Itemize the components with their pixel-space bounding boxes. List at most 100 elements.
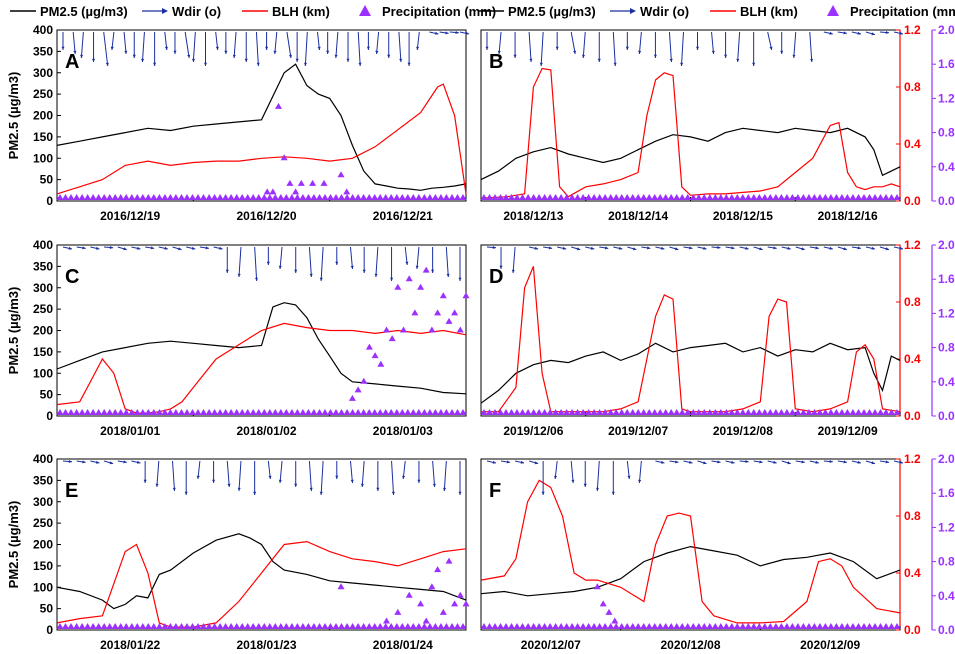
precip-zero-marker — [282, 623, 290, 629]
blh-tick-label: 1.2 — [904, 23, 921, 37]
x-date-label: 2018/12/15 — [713, 209, 773, 223]
precip-tick-label: 0.0 — [938, 409, 955, 423]
precip-zero-marker — [777, 623, 785, 629]
wind-arrowhead — [513, 54, 517, 58]
precip-zero-marker — [651, 623, 659, 629]
precip-zero-marker — [700, 194, 708, 200]
precip-zero-marker — [750, 623, 758, 629]
legend-label-1-b: Wdir (o) — [640, 4, 689, 19]
precip-zero-marker — [431, 409, 439, 415]
wind-arrowhead — [164, 246, 168, 250]
precip-zero-marker — [227, 409, 235, 415]
wind-arrowhead — [458, 277, 462, 281]
precip-point — [292, 188, 300, 195]
precip-zero-marker — [689, 409, 697, 415]
precip-zero-marker — [739, 409, 747, 415]
precip-zero-marker — [832, 409, 840, 415]
precip-zero-marker — [596, 623, 604, 629]
wind-arrowhead — [689, 460, 693, 464]
panels: 0 50 100 150 200 250 300 350 400 PM2.5 (µg/m3) 201… — [6, 23, 955, 652]
precip-zero-marker — [579, 409, 587, 415]
precip-zero-marker — [557, 623, 565, 629]
precip-zero-marker — [376, 194, 384, 200]
wind-arrowhead — [256, 62, 260, 66]
pm25-tick-label: 200 — [33, 324, 53, 338]
series-line-blh — [56, 540, 467, 628]
wind-arrow — [668, 31, 672, 63]
precip-zero-marker — [684, 194, 692, 200]
precip-zero-marker — [761, 194, 769, 200]
precip-zero-marker — [293, 409, 301, 415]
precip-zero-marker — [607, 623, 615, 629]
precip-zero-marker — [233, 623, 241, 629]
precip-point — [309, 179, 317, 186]
precip-zero-marker — [744, 623, 752, 629]
wind-arrowhead — [492, 246, 496, 249]
panel-frame-F — [480, 458, 901, 631]
pm25-tick-label: 150 — [33, 345, 53, 359]
precip-zero-marker — [535, 194, 543, 200]
pm25-tick-label: 150 — [33, 559, 53, 573]
precip-zero-marker — [574, 409, 582, 415]
precip-point — [462, 292, 470, 299]
precip-zero-marker — [321, 194, 329, 200]
precip-point — [275, 102, 282, 109]
wind-arrowhead — [445, 31, 449, 35]
wind-arrowhead — [810, 58, 814, 62]
x-date-label: 2018/01/24 — [373, 638, 433, 652]
pm25-tick-label: 300 — [33, 281, 53, 295]
precip-zero-marker — [216, 623, 224, 629]
wind-arrowhead — [143, 479, 147, 483]
wind-arrowhead — [432, 483, 436, 487]
wind-arrowhead — [638, 479, 642, 483]
precip-zero-marker — [728, 194, 736, 200]
precip-zero-marker — [343, 623, 351, 629]
precip-zero-marker — [255, 623, 263, 629]
precip-zero-marker — [535, 623, 543, 629]
panel-E: 0 50 100 150 200 250 300 350 400 PM2.5 (µg/m3) 201… — [6, 452, 470, 652]
x-date-label: 2018/12/13 — [503, 209, 563, 223]
precip-zero-marker — [409, 409, 417, 415]
precip-zero-marker — [67, 623, 75, 629]
wind-arrowhead — [554, 475, 557, 479]
wind-arrowhead — [843, 247, 847, 251]
precip-tick-label: 0.8 — [938, 126, 955, 140]
wind-arrowhead — [346, 58, 350, 62]
precip-zero-marker — [640, 194, 648, 200]
precip-point — [269, 188, 277, 195]
precip-point — [599, 600, 607, 607]
legend-label-0-a: PM2.5 (µg/m3) — [40, 4, 128, 19]
precip-zero-marker — [73, 194, 81, 200]
precip-tick-label: 0.4 — [938, 160, 955, 174]
precip-point — [428, 326, 436, 333]
wind-arrowhead — [317, 46, 321, 50]
precip-zero-marker — [178, 194, 185, 200]
wind-arrowhead — [335, 261, 339, 265]
pm25-tick-label: 200 — [33, 109, 53, 123]
series-line-pm25 — [56, 533, 467, 610]
precip-zero-marker — [546, 623, 554, 629]
precip-point — [451, 600, 459, 607]
wind-arrowhead — [132, 54, 136, 58]
panel-letter-F: F — [489, 480, 501, 502]
wind-arrow — [582, 31, 586, 59]
wind-arrow — [233, 31, 237, 59]
precip-zero-marker — [387, 409, 395, 415]
precip-zero-marker — [420, 623, 428, 629]
precip-zero-marker — [673, 409, 681, 415]
precip-point — [383, 326, 390, 333]
wind-arrowhead — [184, 491, 188, 495]
precip-zero-marker — [84, 623, 92, 629]
wind-arrow — [528, 31, 532, 63]
precip-zero-marker — [382, 409, 390, 415]
wind-arrowhead — [465, 31, 469, 35]
precip-zero-marker — [332, 194, 340, 200]
precip-zero-marker — [420, 194, 428, 200]
precip-zero-marker — [788, 623, 796, 629]
precip-zero-marker — [387, 194, 395, 200]
precip-zero-marker — [139, 623, 147, 629]
precip-zero-marker — [67, 194, 75, 200]
wind-arrow — [103, 31, 109, 67]
precip-zero-marker — [95, 623, 103, 629]
panel-A: 0 50 100 150 200 250 300 350 400 PM2.5 (µg/m3) 201… — [6, 23, 470, 223]
